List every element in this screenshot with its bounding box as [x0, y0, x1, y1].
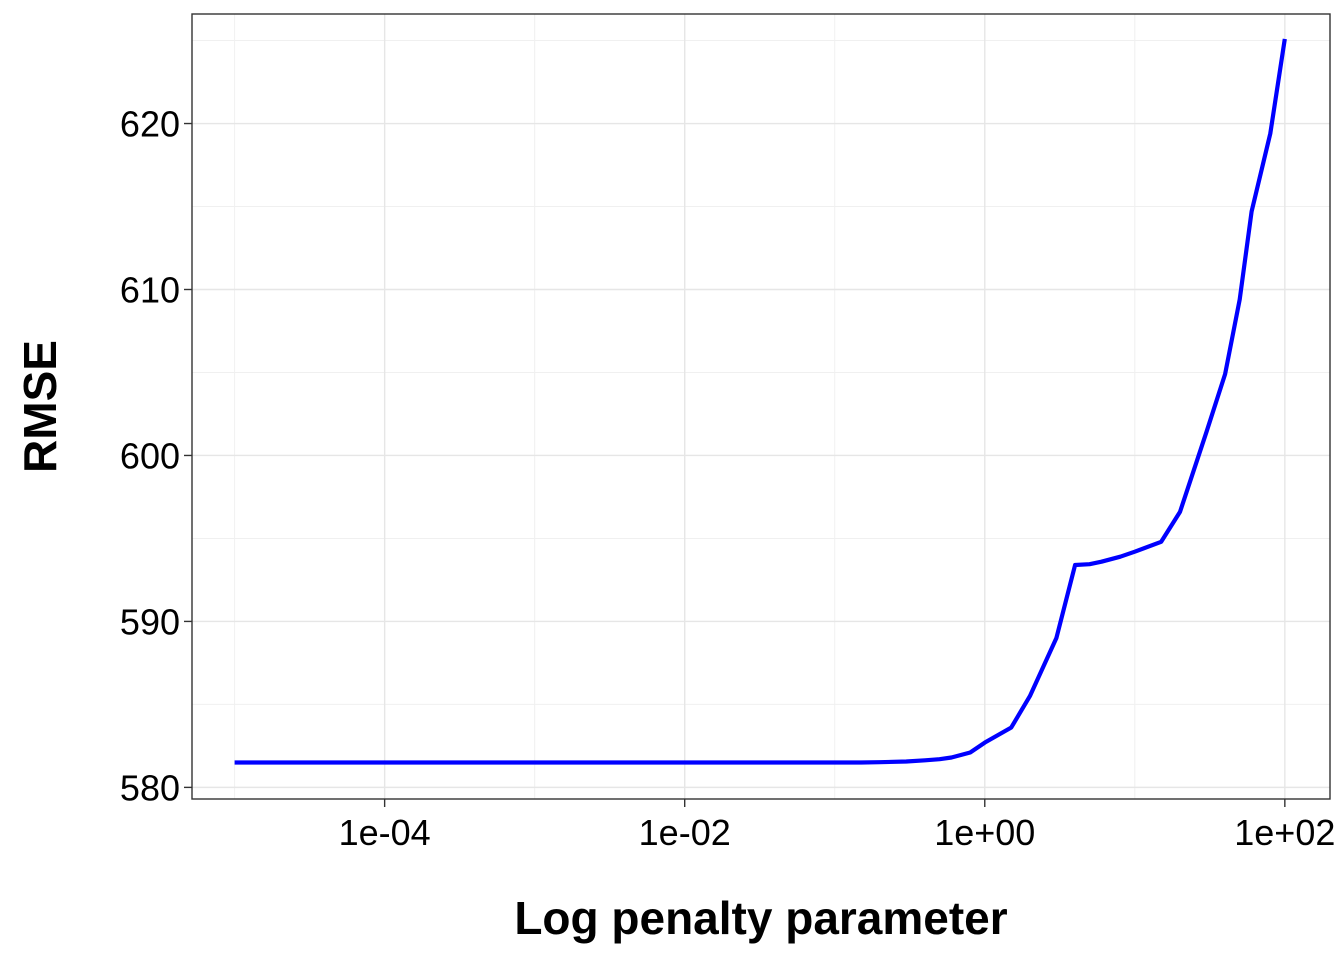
tick-layer — [184, 122, 1286, 807]
y-tick-label: 610 — [120, 269, 180, 310]
x-tick-label: 1e-02 — [639, 812, 731, 853]
x-tick-label: 1e+02 — [1234, 812, 1335, 853]
y-tick-label: 590 — [120, 601, 180, 642]
x-tick-label: 1e+00 — [934, 812, 1035, 853]
x-tick-label: 1e-04 — [339, 812, 431, 853]
y-tick-label: 620 — [120, 104, 180, 145]
y-tick-label: 600 — [120, 435, 180, 476]
grid-layer — [192, 14, 1330, 799]
y-tick-label: 580 — [120, 767, 180, 808]
rmse-series-line — [234, 38, 1287, 765]
x-axis-title: Log penalty parameter — [514, 892, 1007, 944]
label-layer: 1e-04 1e-02 1e+00 1e+02 580 590 600 610 620 — [120, 104, 1335, 853]
series-layer — [234, 38, 1287, 765]
y-axis-title: RMSE — [14, 340, 66, 473]
panel-border — [191, 13, 1331, 800]
